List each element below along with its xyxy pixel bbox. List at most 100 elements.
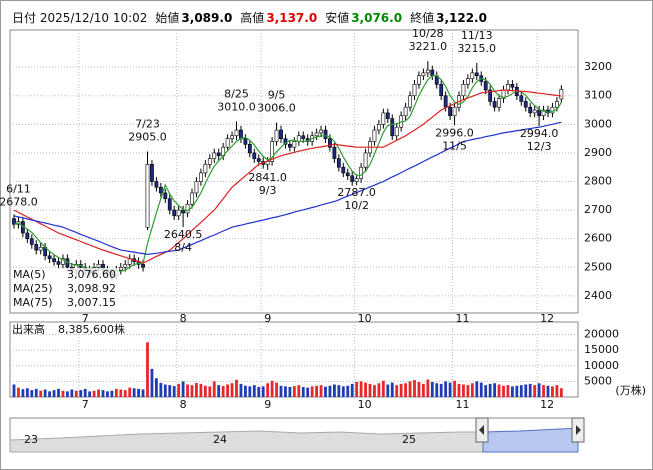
candles <box>12 61 564 281</box>
volume-bar <box>208 386 212 397</box>
y-tick-label: 2400 <box>584 289 612 302</box>
candle-body <box>323 129 328 139</box>
candle-body <box>252 152 257 159</box>
x-tick-label: 10 <box>358 398 372 411</box>
volume-bar <box>506 385 510 397</box>
x-tick-label: 12 <box>540 398 554 411</box>
y-tick-label: 3000 <box>584 117 612 130</box>
candle-body <box>372 129 377 142</box>
navigator-selection <box>482 427 579 453</box>
volume-bar <box>21 389 25 397</box>
volume-bar <box>217 385 221 397</box>
candle-body <box>488 89 493 102</box>
x-tick-label: 7 <box>82 312 89 325</box>
candle-body <box>408 95 412 108</box>
volume-panel <box>9 321 579 398</box>
volume-bar <box>537 383 541 397</box>
volume-bar <box>373 385 376 397</box>
volume-bar <box>551 386 554 397</box>
volume-bar <box>119 389 123 397</box>
candle-body <box>163 192 168 199</box>
candle-body <box>412 84 417 97</box>
volume-bar <box>324 386 327 397</box>
volume-bar <box>404 383 407 397</box>
volume-bar <box>150 368 154 397</box>
candle-body <box>541 109 546 117</box>
volume-bar <box>195 382 198 397</box>
candle-body <box>425 69 430 74</box>
volume-bar <box>97 389 100 397</box>
volume-bar <box>12 384 16 397</box>
candle-body <box>497 98 501 108</box>
y-tick-label: 2600 <box>584 232 612 245</box>
candle-body <box>376 124 381 131</box>
candle-body <box>314 132 319 137</box>
legend-name: MA(75) <box>13 296 53 309</box>
grid <box>10 30 578 397</box>
legend-box <box>11 268 119 312</box>
volume-bar <box>203 385 207 397</box>
candle-body <box>239 129 243 139</box>
volume-bar <box>186 384 189 397</box>
candle-body <box>354 178 359 182</box>
volume-bar <box>48 391 51 397</box>
volume-bar <box>275 382 278 397</box>
volume-bar <box>341 386 345 397</box>
candle-body <box>448 106 453 117</box>
volume-bar <box>66 391 69 397</box>
candle-body <box>194 181 199 194</box>
annotation-date: 8/25 <box>224 87 249 100</box>
candle-body <box>528 106 533 114</box>
candle-body <box>452 106 457 117</box>
candle-body <box>34 244 39 251</box>
candle-body <box>190 192 194 205</box>
ma-line <box>13 121 562 256</box>
annotation-price: 3006.0 <box>257 102 296 115</box>
volume-bar <box>284 386 287 397</box>
candle-body <box>483 81 488 91</box>
candle-body <box>172 209 177 217</box>
volume-bar <box>413 380 416 397</box>
candle-body <box>181 209 186 214</box>
volume-bar <box>315 385 318 397</box>
annotation-date: 12/3 <box>527 140 552 153</box>
volume-bar <box>34 388 38 397</box>
volume-bar <box>453 380 456 397</box>
volume-bar <box>488 383 492 397</box>
volume-bar <box>252 385 256 397</box>
volume-bar <box>462 384 465 397</box>
candle-body <box>421 72 426 77</box>
candle-body <box>492 101 497 108</box>
candle-body <box>61 258 65 265</box>
candle-body <box>519 95 524 102</box>
volume-bar <box>377 383 381 397</box>
volume-bar <box>212 381 216 397</box>
ma-line <box>13 89 562 264</box>
volume-bar <box>288 387 292 397</box>
volume-bar <box>306 387 310 397</box>
volume-bar <box>555 385 559 397</box>
volume-bar <box>355 382 359 397</box>
date: 2025/12/10 10:02 <box>40 11 148 25</box>
handle-arrow <box>576 425 581 435</box>
volume-bar <box>92 390 96 397</box>
volume-bar <box>266 383 270 397</box>
y-tick-label: 3100 <box>584 89 612 102</box>
candle-body <box>247 144 252 154</box>
candle-body <box>336 158 341 168</box>
volume-bar <box>168 385 172 397</box>
volume-bar <box>83 388 87 397</box>
volume-bar <box>292 386 296 397</box>
candle-body <box>230 135 234 139</box>
candle-body <box>123 264 128 268</box>
x-tick-label: 10 <box>358 312 372 325</box>
volume-bar <box>101 390 105 397</box>
volume-bar <box>435 383 439 397</box>
volume-bar <box>417 382 421 397</box>
annotation-price: 2994.0 <box>520 127 559 140</box>
volume-bar <box>123 390 127 397</box>
volume-bar <box>497 384 501 397</box>
x-tick-label: 12 <box>540 312 554 325</box>
volume-bar <box>270 380 274 397</box>
candle-body <box>559 89 564 100</box>
